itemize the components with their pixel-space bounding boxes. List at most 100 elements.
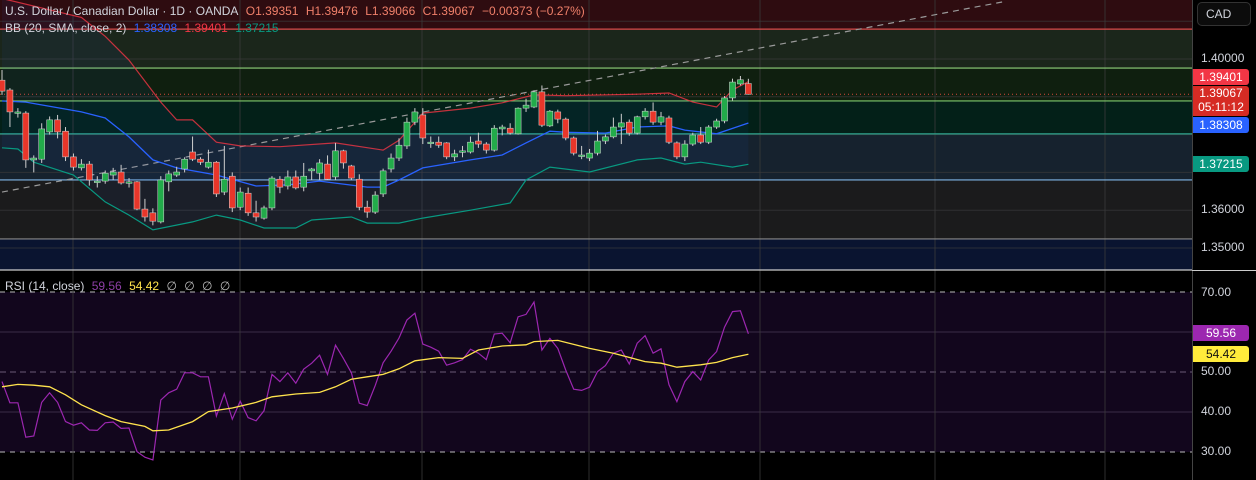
candle-body	[30, 157, 38, 161]
candle-body	[451, 153, 458, 158]
symbol-legend: U.S. Dollar / Canadian Dollar · 1D · OAN…	[5, 4, 589, 18]
candle-body	[554, 111, 562, 120]
candle-body	[713, 120, 720, 128]
rsi-badge: 59.56	[1193, 325, 1249, 341]
candle-body	[538, 91, 546, 126]
candle	[300, 162, 307, 192]
candle-body	[125, 181, 133, 184]
currency-button[interactable]: CAD	[1197, 2, 1251, 26]
candle-body	[213, 161, 220, 195]
candle-body	[657, 116, 665, 123]
candle-body	[236, 191, 244, 208]
candle	[284, 170, 292, 190]
candle	[70, 153, 77, 171]
price-zone	[0, 0, 1192, 30]
candle	[483, 142, 490, 154]
candle	[244, 187, 252, 216]
candle	[530, 90, 538, 109]
candle	[626, 119, 633, 136]
candle	[641, 108, 649, 120]
bb-lower-badge: 1.37215	[1193, 156, 1249, 172]
trendline	[1, 1, 1003, 193]
rsi-ma-line	[1, 339, 749, 432]
candle-body	[300, 175, 307, 188]
candle	[22, 111, 30, 168]
rsi-tick: 50.00	[1201, 364, 1232, 378]
candle	[14, 108, 22, 118]
candle-body	[117, 171, 125, 184]
candle	[610, 117, 617, 139]
candle-body	[54, 119, 61, 133]
candle-body	[570, 137, 577, 154]
change-value: −0.00373 (−0.27%)	[482, 4, 585, 18]
symbol-title[interactable]: U.S. Dollar / Canadian Dollar · 1D · OAN…	[5, 4, 239, 18]
candle-body	[435, 141, 442, 146]
candle	[578, 145, 585, 160]
candle-body	[498, 126, 506, 130]
price-zone	[0, 238, 1192, 270]
candle	[348, 164, 355, 180]
candle-body	[522, 104, 530, 109]
rsi-ma-value: 54.42	[129, 279, 160, 293]
candle-body	[594, 140, 601, 154]
pane-separator[interactable]	[1192, 270, 1256, 271]
candle	[419, 108, 427, 145]
candle-body	[633, 116, 641, 134]
candle-body	[340, 150, 347, 164]
candle	[133, 181, 141, 211]
price-axis[interactable]: CAD 1.40000 1.36000 1.35000 1.39401 1.39…	[1192, 0, 1256, 480]
candle-body	[252, 212, 260, 218]
last-price-badge: 1.39067 05:11:12	[1193, 86, 1249, 116]
candle-body	[197, 158, 204, 163]
bb-upper-badge: 1.39401	[1193, 69, 1249, 85]
candle-body	[578, 154, 585, 157]
candle-body	[308, 168, 315, 172]
open-value: O1.39351	[245, 4, 299, 18]
candle	[101, 170, 109, 184]
candle-body	[78, 163, 85, 169]
candle	[62, 127, 69, 162]
rsi-tick: 40.00	[1201, 404, 1232, 418]
bb-legend: BB (20, SMA, close, 2) 1.38308 1.39401 1…	[5, 21, 283, 35]
price-tick: 1.40000	[1201, 51, 1245, 65]
bb-upper-line	[5, 0, 749, 151]
candle-body	[221, 178, 228, 193]
candle	[387, 153, 395, 173]
candle-body	[101, 172, 109, 182]
bb-label[interactable]: BB (20, SMA, close, 2)	[5, 21, 127, 35]
candle	[165, 170, 172, 192]
candle-body	[681, 143, 689, 158]
low-value: L1.39066	[365, 4, 416, 18]
candle-body	[189, 151, 196, 160]
candle	[30, 155, 38, 173]
candle	[141, 198, 149, 222]
candle	[340, 149, 347, 169]
candle	[713, 118, 720, 129]
candle-body	[94, 180, 101, 183]
candle-body	[443, 142, 450, 158]
candle	[427, 136, 435, 148]
candle-body	[403, 121, 411, 147]
rsi-tick: 30.00	[1201, 444, 1232, 458]
candle-body	[395, 144, 403, 159]
price-tick: 1.35000	[1201, 240, 1245, 254]
candle	[443, 142, 450, 160]
rsi-label[interactable]: RSI (14, close)	[5, 279, 85, 293]
candle-body	[427, 141, 435, 144]
candle-body	[332, 150, 339, 178]
candle	[665, 115, 673, 145]
candle	[260, 205, 268, 220]
candle-body	[149, 212, 157, 222]
candle	[697, 127, 704, 145]
candle-body	[86, 163, 93, 181]
candle-body	[379, 170, 387, 195]
candle-body	[22, 112, 30, 161]
candle	[403, 117, 411, 149]
candle-body	[70, 156, 77, 168]
candle	[94, 176, 101, 188]
candle-body	[38, 128, 45, 160]
candle	[745, 78, 752, 95]
candle	[546, 110, 554, 128]
candle	[324, 155, 331, 180]
chart-canvas[interactable]	[0, 0, 1192, 480]
